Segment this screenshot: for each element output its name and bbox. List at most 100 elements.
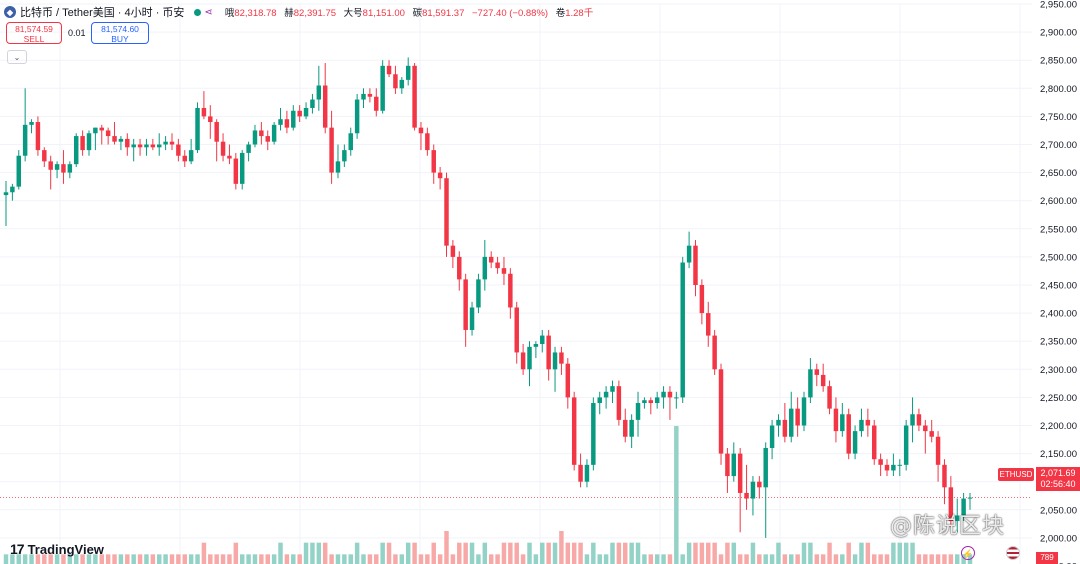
candle-body	[246, 144, 251, 153]
volume-bar	[105, 554, 111, 564]
candle	[552, 346, 558, 392]
y-tick-label: 2,550.00	[1040, 224, 1077, 235]
candle-body	[654, 397, 660, 404]
volume-bar	[457, 542, 462, 564]
candle	[322, 63, 328, 134]
candle-body	[150, 144, 156, 148]
candle-body	[476, 279, 481, 308]
candle-body	[284, 119, 290, 128]
volume-bar	[284, 554, 290, 564]
candle-body	[623, 419, 628, 437]
volume-bar	[744, 554, 749, 564]
candle	[508, 268, 513, 319]
candle-body	[693, 245, 698, 285]
candle-body	[425, 133, 430, 151]
candle	[86, 130, 92, 156]
us-flag-icon[interactable]	[1006, 546, 1020, 560]
candle-body	[61, 164, 66, 173]
volume-bar	[859, 542, 864, 564]
volume-bar	[718, 554, 724, 564]
volume-bar	[840, 554, 845, 564]
candle-body	[163, 141, 168, 145]
candle	[495, 256, 500, 274]
candle	[137, 138, 143, 156]
volume-value: 1.28千	[565, 8, 594, 19]
candle-body	[935, 436, 941, 465]
volume-bar	[865, 542, 871, 564]
candle	[418, 122, 424, 151]
candle-body	[954, 515, 960, 522]
candle	[29, 119, 34, 134]
candle	[54, 161, 60, 179]
volume-bar	[954, 554, 960, 564]
volume-bar	[322, 542, 328, 564]
volume-bar	[265, 554, 270, 564]
candle	[188, 138, 194, 165]
candle-body	[156, 144, 162, 148]
volume-bar	[833, 554, 839, 564]
candle-body	[878, 459, 883, 465]
sell-price: 81,574.59	[15, 24, 53, 34]
candle	[757, 476, 762, 499]
candle-body	[437, 172, 443, 179]
candle	[967, 492, 973, 510]
buy-button[interactable]: 81,574.60 BUY	[91, 22, 149, 44]
volume-bar	[182, 554, 187, 564]
candle	[961, 492, 966, 522]
candle-body	[310, 99, 315, 108]
candle	[329, 110, 334, 184]
volume-bar	[195, 554, 200, 564]
candle-body	[686, 245, 692, 263]
candle-body	[278, 119, 283, 125]
volume-bar	[897, 542, 903, 564]
candle-body	[271, 124, 277, 142]
candle-body	[769, 425, 775, 448]
candle	[533, 341, 539, 359]
candle	[386, 60, 392, 78]
candle-body	[137, 144, 143, 148]
volume-bar	[623, 542, 628, 564]
candle	[374, 88, 379, 117]
candle	[661, 386, 666, 409]
candle-body	[520, 352, 526, 370]
volume-bar	[578, 542, 583, 564]
candle-body	[316, 85, 322, 100]
share-icon[interactable]: ⋖	[204, 6, 213, 18]
candle	[284, 110, 290, 134]
candle	[482, 240, 488, 291]
sell-button[interactable]: 81,574.59 SELL	[6, 22, 62, 44]
candle	[297, 105, 302, 123]
volume-bar	[482, 542, 488, 564]
tradingview-logo[interactable]: 17 TradingView	[10, 541, 104, 557]
candle-body	[322, 85, 328, 128]
candle-body	[884, 464, 890, 471]
close-label: 碳	[412, 8, 423, 19]
candle-body	[508, 273, 513, 308]
y-tick-label: 2,700.00	[1040, 140, 1077, 151]
candle-body	[903, 425, 909, 465]
volume-bar	[712, 542, 717, 564]
volume-bar	[450, 554, 456, 564]
volume-bar	[725, 542, 730, 564]
volume-bar	[329, 554, 334, 564]
candle-body	[118, 138, 124, 142]
change-value: −727.40 (−0.88%)	[472, 8, 549, 19]
chart-header: ◆ 比特币 / Tether美国 · 4小时 · 币安 ⋖ 哦82,318.78…	[4, 4, 598, 20]
candle-body	[329, 127, 334, 173]
y-tick-label: 2,400.00	[1040, 309, 1077, 320]
close-value: 81,591.37	[422, 8, 465, 19]
symbol-title[interactable]: 比特币 / Tether美国 · 4小时 · 币安	[20, 7, 185, 19]
volume-bar	[125, 554, 130, 564]
volume-bar	[508, 542, 513, 564]
volume-bar	[948, 554, 954, 564]
candle	[789, 391, 794, 443]
volume-bar	[801, 542, 807, 564]
candle-body	[552, 352, 558, 370]
y-tick-label: 2,250.00	[1040, 393, 1077, 404]
lightning-icon[interactable]: ⚡	[961, 546, 975, 560]
volume-bar	[137, 554, 143, 564]
volume-bar	[22, 554, 28, 564]
volume-bar	[54, 554, 60, 564]
collapse-button[interactable]: ⌄	[7, 50, 27, 64]
